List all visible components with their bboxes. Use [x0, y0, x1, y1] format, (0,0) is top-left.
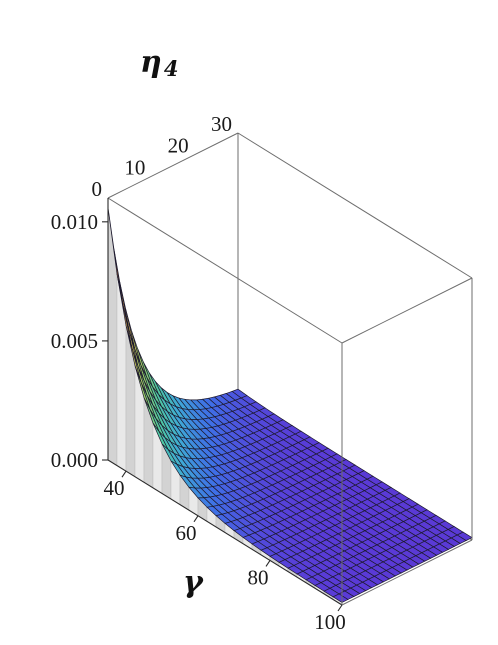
surface-cell	[107, 207, 124, 305]
eta-tick-label: 0	[92, 177, 103, 201]
gamma-tick-mark	[193, 515, 199, 523]
surface-skirt-panel	[107, 207, 118, 467]
box-front-edges	[107, 197, 473, 606]
gamma-axis-ticks: 40 60 80 100	[104, 470, 346, 634]
z-tick-label: 0.010	[51, 210, 98, 234]
z-tick-label: 0.005	[51, 329, 98, 353]
surface-mesh	[107, 207, 473, 606]
box-edge	[107, 197, 343, 344]
gamma-tick-label: 80	[248, 565, 269, 589]
box-edge	[107, 132, 239, 199]
box-edge	[341, 539, 473, 606]
gamma-tick-label: 100	[314, 610, 346, 634]
eta-axis-ticks: 0 10 20 30	[92, 112, 233, 201]
gamma-axis-label: γ	[183, 565, 204, 600]
box-edge	[237, 132, 473, 279]
z-tick-label: 0.000	[51, 448, 98, 472]
eta-axis-label: η4	[140, 45, 178, 81]
eta-tick-label: 30	[211, 112, 232, 136]
z-axis-ticks: 0.000 0.005 0.010	[51, 210, 108, 472]
gamma-tick-label: 40	[104, 476, 125, 500]
gamma-tick-mark	[121, 470, 127, 478]
eta-tick-label: 20	[168, 134, 189, 158]
gamma-tick-mark	[337, 604, 343, 612]
gamma-tick-label: 60	[176, 521, 197, 545]
gamma-tick-mark	[265, 560, 271, 567]
box-edge	[341, 277, 473, 344]
box-edge	[107, 459, 343, 606]
eta-tick-label: 10	[124, 155, 145, 179]
